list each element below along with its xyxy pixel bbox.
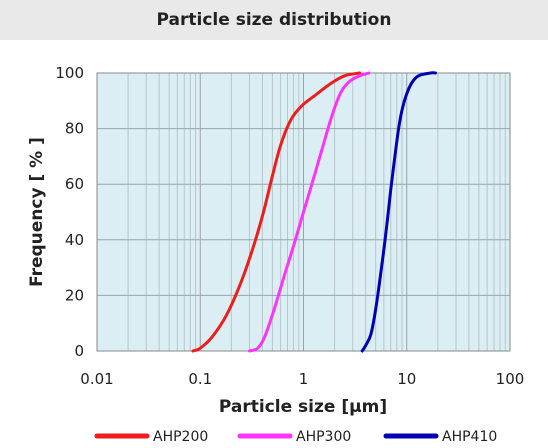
x-tick-label: 0.1 <box>188 370 212 388</box>
chart-title: Particle size distribution <box>0 0 548 40</box>
plot-border <box>96 72 511 352</box>
y-tick-label: 40 <box>65 231 84 249</box>
series-lines <box>191 71 437 353</box>
legend: AHP200 AHP300 AHP410 <box>94 429 497 445</box>
x-axis-title: Particle size [μm] <box>219 397 387 417</box>
series-line-ahp410 <box>360 71 437 353</box>
x-tick-label: 0.01 <box>80 370 113 388</box>
y-tick-label: 80 <box>65 120 84 138</box>
y-tick-label: 0 <box>74 342 84 360</box>
x-tick-label: 1 <box>299 370 309 388</box>
y-axis-title: Frequency [ % ] <box>27 137 47 287</box>
legend-label-ahp200: AHP200 <box>153 429 208 445</box>
legend-label-ahp410: AHP410 <box>442 429 497 445</box>
series-line-ahp200 <box>191 71 362 353</box>
y-tick-label: 100 <box>55 64 84 82</box>
legend-label-ahp300: AHP300 <box>296 429 351 445</box>
x-tick-label: 10 <box>397 370 416 388</box>
grid-lines <box>97 72 510 352</box>
y-tick-label: 60 <box>65 175 84 193</box>
tick-labels: 0.01 0.1 1 10 100 0 20 40 60 80 100 <box>55 64 524 388</box>
y-tick-label: 20 <box>65 286 84 304</box>
x-tick-label: 100 <box>496 370 525 388</box>
series-line-ahp300 <box>248 71 371 353</box>
